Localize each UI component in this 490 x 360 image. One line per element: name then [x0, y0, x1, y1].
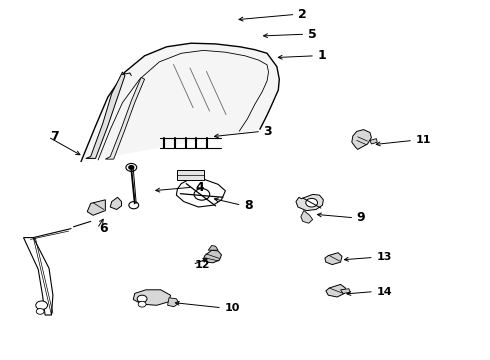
Text: 13: 13 — [376, 252, 392, 262]
Polygon shape — [296, 194, 323, 211]
Polygon shape — [370, 139, 377, 144]
Text: 1: 1 — [318, 49, 326, 62]
Polygon shape — [87, 200, 105, 215]
Text: 12: 12 — [195, 260, 211, 270]
Polygon shape — [168, 298, 179, 307]
Circle shape — [36, 309, 44, 314]
Circle shape — [306, 198, 318, 207]
Polygon shape — [110, 197, 122, 210]
Circle shape — [126, 163, 137, 171]
Bar — [177, 170, 204, 180]
Polygon shape — [341, 289, 350, 293]
Circle shape — [138, 301, 146, 307]
Circle shape — [137, 295, 147, 302]
Text: 4: 4 — [195, 181, 204, 194]
Polygon shape — [133, 290, 171, 305]
Polygon shape — [86, 72, 125, 158]
Circle shape — [194, 189, 210, 200]
Text: 8: 8 — [244, 199, 253, 212]
Text: 11: 11 — [416, 135, 431, 145]
Text: 6: 6 — [99, 222, 108, 235]
Polygon shape — [326, 284, 345, 297]
Circle shape — [129, 166, 134, 169]
Text: 14: 14 — [376, 287, 392, 297]
Polygon shape — [208, 246, 218, 250]
Text: 5: 5 — [308, 28, 317, 41]
Polygon shape — [325, 253, 342, 265]
Polygon shape — [81, 43, 279, 162]
Text: 7: 7 — [50, 130, 59, 143]
Polygon shape — [352, 130, 371, 149]
Text: 3: 3 — [264, 125, 272, 138]
Polygon shape — [301, 211, 313, 223]
Text: 9: 9 — [357, 211, 366, 224]
Polygon shape — [203, 250, 221, 263]
Polygon shape — [105, 77, 145, 159]
Circle shape — [36, 301, 48, 310]
Text: 10: 10 — [224, 303, 240, 313]
Text: 2: 2 — [298, 8, 307, 21]
Circle shape — [129, 202, 139, 209]
